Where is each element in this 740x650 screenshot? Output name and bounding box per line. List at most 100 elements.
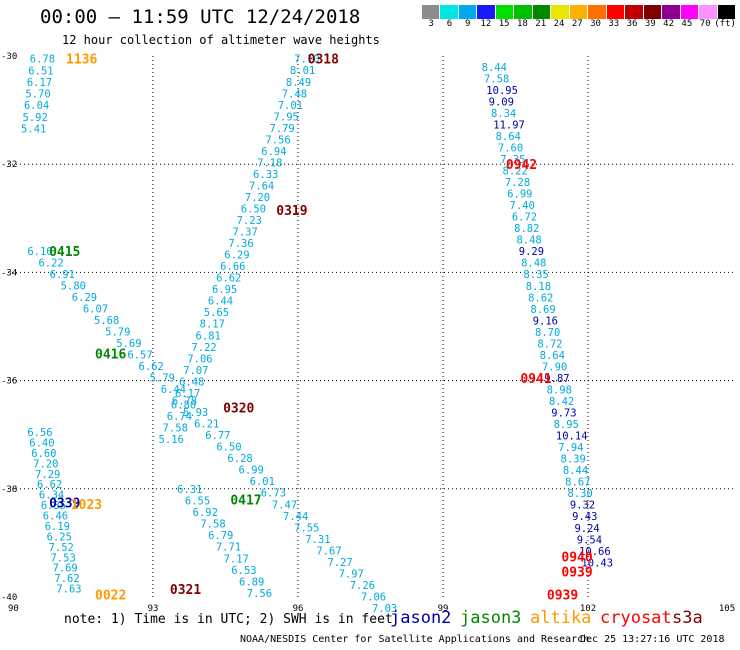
wave-height-value: 6.34 (39, 490, 64, 502)
wave-height-value: 6.72 (512, 212, 537, 224)
wave-height-value: 6.50 (216, 442, 241, 454)
wave-height-value: 6.99 (239, 465, 264, 477)
wave-height-value: 6.50 (241, 204, 266, 216)
color-scale-label: 24 (553, 19, 565, 29)
wave-height-value: 8.98 (547, 384, 572, 396)
wave-height-value: 7.31 (305, 534, 330, 546)
wave-height-value: 8.22 (503, 166, 528, 178)
wave-height-value: 7.58 (484, 73, 509, 85)
color-scale-label: 45 (681, 19, 693, 29)
wave-height-value: 9.24 (574, 523, 599, 535)
wave-height-value: 7.29 (35, 469, 60, 481)
wave-height-value: 6.04 (24, 100, 49, 112)
wave-height-value: 9.32 (570, 500, 595, 512)
wave-height-value: 6.31 (177, 484, 202, 496)
wave-height-value: 6.74 (167, 411, 192, 423)
wave-height-value: 6.29 (72, 292, 97, 304)
wave-height-value: 10.14 (556, 431, 588, 443)
wave-height-value: 6.55 (185, 495, 210, 507)
wave-height-value: 9.73 (551, 408, 576, 420)
wave-height-value: 8.44 (563, 465, 588, 477)
wave-height-value: 6.56 (27, 427, 52, 439)
wave-height-value: 8.18 (526, 281, 551, 293)
wave-height-value: 6.95 (212, 284, 237, 296)
longitude-tick-label: 105 (719, 604, 735, 614)
wave-height-value: 8.39 (561, 454, 586, 466)
wave-height-value: 10.66 (579, 546, 611, 558)
wave-height-value: 7.48 (282, 88, 307, 100)
legend-item-jason2: jason2 (390, 608, 452, 628)
wave-height-value: 7.94 (558, 442, 583, 454)
color-scale-swatch (477, 5, 496, 19)
color-scale-swatch (495, 5, 515, 19)
wave-height-value: 5.79 (150, 373, 175, 385)
color-scale-swatch (551, 5, 570, 19)
wave-height-value: 6.81 (196, 330, 221, 342)
pass-time-label: 0416 (95, 348, 126, 363)
map-axis-ticks: 90 93 96 99 102 105 -30 -32 -34 -36 -38 -40 (1, 52, 735, 614)
pass-time-label: 0320 (223, 402, 254, 417)
wave-height-value: 6.80 (171, 399, 196, 411)
color-scale-label: 27 (571, 19, 583, 29)
wave-height-value: 7.64 (249, 180, 274, 192)
color-scale-swatch (606, 5, 626, 19)
color-scale-label: 42 (663, 19, 674, 29)
wave-height-value: 9.87 (544, 373, 569, 385)
color-scale-label: 21 (535, 19, 547, 29)
wave-height-value: 8.67 (565, 477, 590, 489)
wave-height-value: 7.52 (49, 542, 74, 554)
pass-time-labels: 1136 0318 0942 0319 0415 0416 0941 0320 0417 0339… (49, 53, 593, 604)
pass-time-label: 0319 (276, 204, 307, 219)
wave-height-value: 6.91 (50, 269, 75, 281)
wave-height-value: 6.16 (27, 246, 52, 258)
color-scale-swatch (588, 5, 607, 19)
units-note: note: 1) Time is in UTC; 2) SWH is in fe… (64, 612, 393, 627)
wave-height-value: 9.16 (533, 315, 558, 327)
wave-height-value: 6.62 (139, 361, 164, 373)
wave-height-value: 7.60 (498, 142, 523, 154)
color-scale-labels: 3 6 9 12 15 18 21 24 27 30 33 36 39 42 45 70 (ft) (422, 19, 736, 31)
latitude-tick-label: -32 (1, 160, 17, 170)
wave-height-value: 7.71 (216, 542, 241, 554)
wave-height-value: 8.48 (516, 235, 541, 247)
wave-height-value: 7.95 (274, 111, 299, 123)
wave-height-value: 8.64 (496, 131, 521, 143)
wave-height-value: 5.80 (61, 280, 86, 292)
wave-height-value: 7.18 (257, 157, 282, 169)
wave-height-value: 8.35 (523, 269, 548, 281)
pass-time-label: 0339 (49, 496, 80, 511)
wave-height-value: 7.06 (361, 591, 386, 603)
wave-height-value: 9.09 (489, 96, 514, 108)
wave-height-value: 5.69 (116, 338, 141, 350)
color-scale-label: 30 (590, 19, 601, 29)
legend-item-cryosat: cryosat (600, 608, 672, 628)
latitude-tick-label: -36 (1, 377, 17, 387)
wave-height-value: 6.73 (261, 488, 286, 500)
wave-height-value: 8.34 (491, 108, 516, 120)
wave-height-value: 9.29 (519, 246, 544, 258)
wave-height-value: 7.47 (272, 499, 297, 511)
footer-timestamp: Dec 25 13:27:16 UTC 2018 (580, 634, 725, 645)
color-scale-swatch (643, 5, 663, 19)
wave-height-value: 6.33 (253, 169, 278, 181)
wave-height-value: 7.63 (56, 584, 81, 596)
wave-height-value: 7.56 (247, 588, 272, 600)
color-scale-swatch (569, 5, 589, 19)
legend-item-altika: altika (530, 608, 592, 628)
wave-height-value: 8.30 (568, 488, 593, 500)
wave-height-value: 5.79 (105, 326, 130, 338)
wave-height-value: 7.01 (278, 100, 303, 112)
wave-height-value: 7.58 (200, 519, 225, 531)
pass-time-label: 0417 (230, 494, 261, 509)
wave-height-value: 9.54 (577, 534, 602, 546)
wave-height-value: 6.78 (172, 396, 197, 408)
color-scale-unit: (ft) (714, 19, 736, 29)
wave-height-value: 7.03 (372, 603, 397, 615)
wave-height-value: 7.27 (327, 557, 352, 569)
color-scale-label: 39 (644, 19, 656, 29)
longitude-tick-label: 102 (580, 604, 596, 614)
wave-height-value: 7.22 (191, 342, 216, 354)
footer-credit: NOAA/NESDIS Center for Satellite Applica… (240, 634, 590, 645)
wave-height-value: 5.65 (204, 307, 229, 319)
